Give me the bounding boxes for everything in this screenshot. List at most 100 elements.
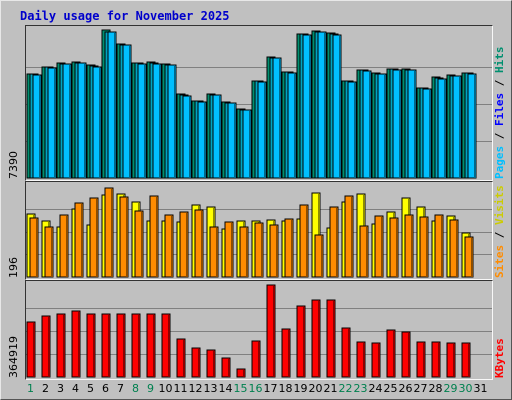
hits-files-pages-pages-bar-day-2 — [47, 67, 57, 179]
bar-shadow — [81, 204, 83, 277]
bar-shadow — [351, 197, 353, 277]
bar-shadow — [198, 349, 200, 377]
hits-files-pages-pages-bar-day-10 — [167, 64, 177, 179]
visits-sites-sites-bar-day-7 — [119, 196, 129, 278]
kbytes-kbytes-bar-day-11 — [176, 338, 186, 378]
day-label-11: 11 — [173, 382, 188, 395]
day-label-19: 19 — [293, 382, 308, 395]
visits-sites-sites-bar-day-26 — [404, 214, 414, 278]
hits-files-pages-pages-bar-day-4 — [77, 62, 87, 179]
hits-files-pages-pages-bar-day-22 — [347, 81, 357, 179]
bar-shadow — [141, 212, 143, 277]
kbytes-plot — [26, 284, 492, 378]
visits-sites-sites-bar-day-23 — [359, 225, 369, 278]
kbytes-kbytes-bar-day-18 — [281, 328, 291, 378]
visits-sites-sites-bar-day-18 — [284, 218, 294, 278]
bar-shadow — [69, 65, 71, 178]
day-label-30: 30 — [458, 382, 473, 395]
day-label-25: 25 — [383, 382, 398, 395]
bar-shadow — [93, 315, 95, 377]
visits-sites-sites-bar-day-19 — [299, 204, 309, 278]
bar-shadow — [186, 213, 188, 277]
bar-shadow — [126, 198, 128, 277]
visits-sites-sites-bar-day-30 — [464, 236, 474, 278]
hits-files-pages-pages-bar-day-8 — [137, 63, 147, 179]
hits-files-pages-pages-bar-day-11 — [182, 95, 192, 179]
bar-shadow — [468, 344, 470, 377]
bar-shadow — [123, 315, 125, 377]
bar-shadow — [156, 197, 158, 277]
hits-files-pages-legend: Pages / Files / Hits — [493, 25, 509, 180]
bar-shadow — [309, 36, 311, 178]
visits-sites-sites-bar-day-8 — [134, 210, 144, 278]
bar-shadow — [183, 340, 185, 377]
bar-shadow — [471, 238, 473, 277]
bar-shadow — [378, 344, 380, 377]
hits-files-pages-pages-bar-day-18 — [287, 72, 297, 179]
day-label-26: 26 — [398, 382, 413, 395]
visits-sites-sites-bar-day-5 — [89, 197, 99, 278]
hits-files-pages-pages-bar-day-12 — [197, 101, 207, 179]
visits-sites-sites-bar-day-10 — [164, 214, 174, 278]
visits-sites-sites-bar-day-2 — [44, 226, 54, 278]
visits-sites-sites-bar-day-13 — [209, 226, 219, 278]
bar-shadow — [48, 317, 50, 377]
hits-files-pages-pages-bar-day-21 — [332, 34, 342, 179]
hits-files-pages-pages-bar-day-7 — [122, 44, 132, 179]
legend-top-part-3: / — [493, 73, 506, 93]
kbytes-kbytes-bar-day-7 — [116, 313, 126, 378]
bar-shadow — [39, 76, 41, 178]
bar-shadow — [78, 312, 80, 377]
bar-shadow — [84, 64, 86, 178]
day-label-13: 13 — [203, 382, 218, 395]
day-label-28: 28 — [428, 382, 443, 395]
visits-ymax-label: 196 — [7, 257, 20, 278]
visits-sites-sites-bar-day-1 — [29, 217, 39, 278]
hits-files-pages-pages-bar-day-9 — [152, 63, 162, 179]
bar-shadow — [336, 208, 338, 277]
bar-shadow — [159, 65, 161, 178]
bar-shadow — [441, 216, 443, 277]
visits-sites-sites-bar-day-29 — [449, 219, 459, 278]
visits-sites-sites-bar-day-21 — [329, 206, 339, 278]
kbytes-kbytes-bar-day-24 — [371, 342, 381, 378]
hits-files-pages-pages-bar-day-30 — [467, 73, 477, 179]
bar-shadow — [381, 217, 383, 277]
kbytes-kbytes-bar-day-22 — [341, 327, 351, 378]
kbytes-panel — [25, 280, 493, 380]
bar-shadow — [306, 206, 308, 277]
hits-files-pages-pages-bar-day-23 — [362, 70, 372, 179]
legend-top-part-0: Pages — [493, 145, 506, 179]
visits-sites-sites-bar-day-28 — [434, 214, 444, 278]
visits-sites-sites-bar-day-3 — [59, 214, 69, 278]
bar-shadow — [111, 189, 113, 277]
bar-shadow — [108, 315, 110, 377]
day-label-17: 17 — [263, 382, 278, 395]
kbytes-ymax-label: 364919 — [7, 336, 20, 378]
bar-shadow — [129, 46, 131, 178]
day-label-20: 20 — [308, 382, 323, 395]
bar-shadow — [393, 331, 395, 377]
hits-files-pages-pages-bar-day-5 — [92, 66, 102, 179]
bar-shadow — [324, 33, 326, 178]
visits-sites-sites-bar-day-12 — [194, 209, 204, 278]
kbytes-kbytes-bar-day-15 — [236, 368, 246, 378]
kbytes-kbytes-bar-day-28 — [431, 341, 441, 378]
hits-files-pages-panel — [25, 25, 493, 181]
day-label-10: 10 — [158, 382, 173, 395]
hits-files-pages-plot — [26, 29, 492, 179]
kbytes-kbytes-bar-day-27 — [416, 341, 426, 378]
hits-files-pages-pages-bar-day-15 — [242, 109, 252, 179]
legend-bottom-part-0: KBytes — [493, 338, 506, 378]
hits-files-pages-pages-bar-day-13 — [212, 94, 222, 179]
bar-shadow — [54, 69, 56, 178]
bar-shadow — [426, 218, 428, 277]
kbytes-kbytes-bar-day-4 — [71, 310, 81, 378]
bar-shadow — [429, 90, 431, 178]
kbytes-kbytes-bar-day-1 — [26, 321, 36, 378]
day-label-4: 4 — [72, 382, 79, 395]
day-axis: 1 2 3 4 5 6 7 8 9 10 11 12 13 14 15 16 17 18 19 20 21 22 23 24 2… — [25, 382, 491, 396]
day-label-6: 6 — [102, 382, 109, 395]
bar-shadow — [171, 216, 173, 277]
